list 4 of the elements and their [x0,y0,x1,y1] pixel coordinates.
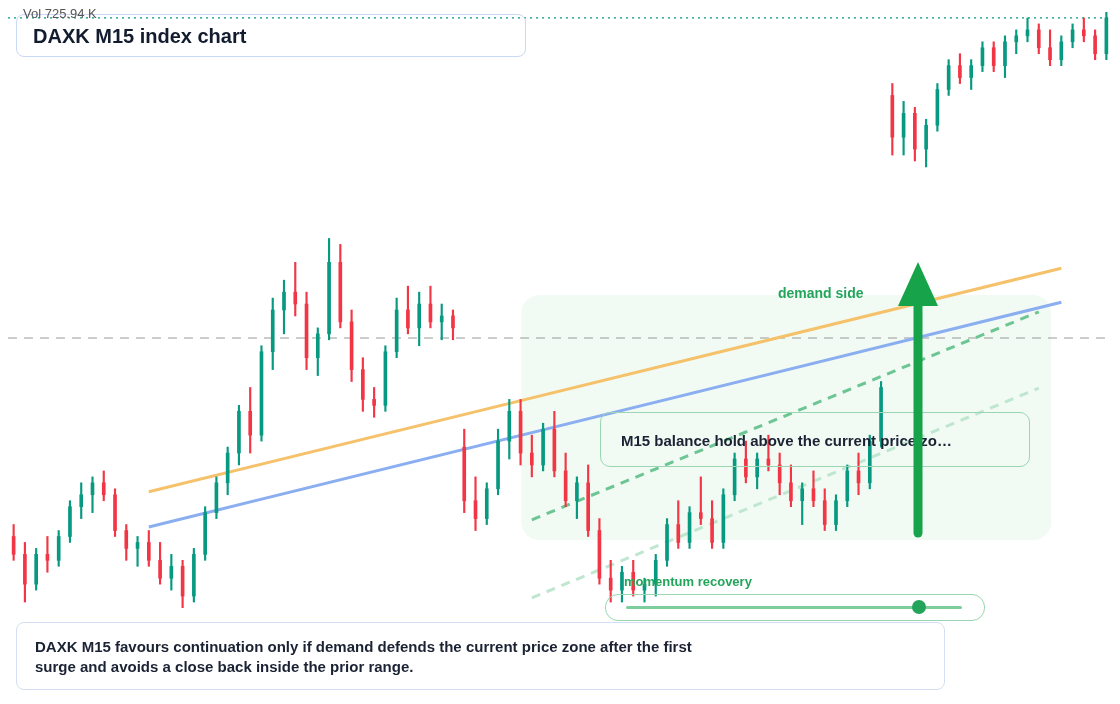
text: DAXK M15 index chart [33,25,247,47]
annotation: demand side [778,285,864,301]
annotation: Vol 725.94 K [23,7,97,21]
text: DAXK M15 favours continuation only if demand defends the current price zone after the first surge and avoids a close back inside the prior range. [16,622,945,690]
